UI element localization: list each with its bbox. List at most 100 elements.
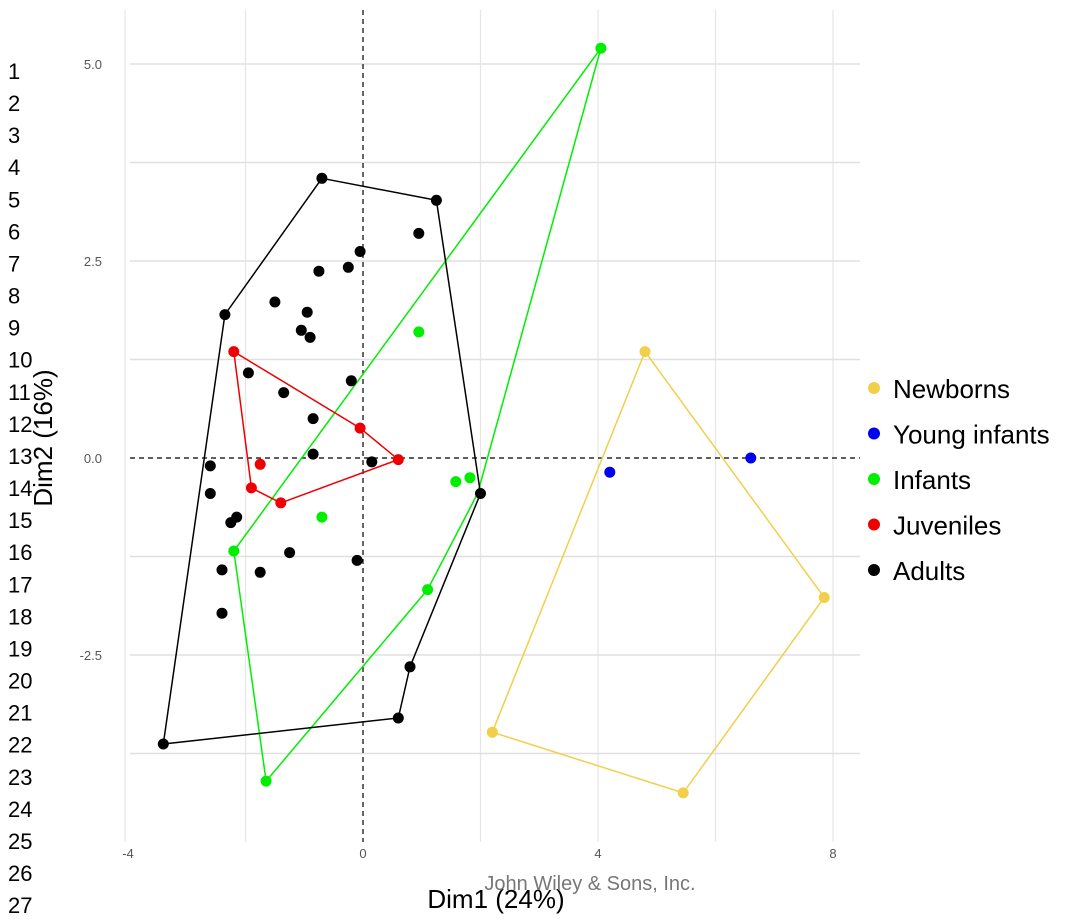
point-adults [284,547,296,559]
x-tick-label: -4 [122,846,134,861]
point-adults [301,306,313,318]
point-infants [316,511,328,523]
legend: Newborns Young infants Infants Juveniles Adu… [868,374,1050,586]
point-infants [464,472,476,484]
point-juveniles [275,497,287,509]
point-juveniles [354,422,366,434]
legend-label: Newborns [893,374,1010,404]
x-axis-title: Dim1 (24%) [427,884,564,914]
point-adults [392,712,404,724]
point-adults [366,456,378,468]
point-adults [157,738,169,750]
line-number: 15 [8,508,32,533]
line-number: 4 [8,155,20,180]
point-young-infants [604,466,616,478]
point-juveniles [392,454,404,466]
line-number: 8 [8,284,20,309]
line-number: 22 [8,733,32,758]
hull-infants [233,47,602,783]
line-number: 26 [8,861,32,886]
hull-adults [162,177,482,745]
line-number: 18 [8,604,32,629]
point-adults [475,488,486,499]
point-newborns [677,787,689,799]
point-infants [228,545,240,557]
hull-juveniles [232,350,400,504]
y-axis-title: Dim2 (16%) [28,369,58,506]
y-tick-label: 5.0 [84,57,102,72]
point-infants [260,775,272,787]
line-number: 24 [8,797,32,822]
line-number: 23 [8,765,32,790]
point-adults [219,309,231,321]
x-tick-label: 8 [829,846,836,861]
grid-lines [124,10,860,842]
x-tick-label: 0 [359,846,366,861]
legend-key-newborns [868,382,880,394]
line-number: 21 [8,701,32,726]
line-number: 3 [8,123,20,148]
point-adults [204,460,216,472]
point-adults [316,172,328,184]
point-adults [354,246,366,257]
y-tick-label: 0.0 [84,451,102,466]
point-adults [307,413,319,425]
tick-labels: -4 0 4 8 5.0 2.5 0.0 -2.5 [80,57,837,861]
x-tick-label: 4 [594,846,601,861]
point-newborns [818,592,830,603]
line-number: 6 [8,219,20,244]
point-adults [242,367,254,379]
line-number: 14 [8,476,32,501]
hull-newborns [491,350,826,794]
line-number: 11 [8,380,31,405]
line-number: 9 [8,316,20,341]
point-infants [450,476,462,488]
point-adults [216,564,228,576]
point-juveniles [254,458,266,470]
point-adults [307,448,319,460]
point-adults [313,265,325,277]
point-adults [345,375,357,387]
line-number: 5 [8,187,20,212]
point-adults [342,261,354,273]
line-number: 27 [8,893,32,918]
point-adults [204,488,216,499]
line-number: 25 [8,829,32,854]
point-infants [595,42,607,54]
line-number: 19 [8,636,32,661]
legend-label: Young infants [893,420,1050,450]
point-adults [278,387,290,399]
legend-label: Juveniles [893,511,1001,541]
point-adults [404,661,416,673]
line-number: 16 [8,540,32,565]
point-infants [413,326,425,338]
line-number: 13 [8,444,32,469]
point-adults [430,194,442,206]
point-adults [413,227,425,239]
point-adults [216,607,228,619]
y-tick-label: -2.5 [80,648,102,663]
y-tick-label: 2.5 [84,254,102,269]
legend-key-adults [868,564,880,576]
legend-label: Adults [893,556,965,586]
point-adults [304,331,316,343]
group-hulls [162,47,826,794]
line-number: 2 [8,91,20,116]
line-number: 1 [8,59,20,84]
line-numbers: 1234567891011121314151617181920212223242… [8,59,32,918]
point-juveniles [245,482,257,494]
point-adults [295,324,307,336]
legend-key-infants [868,473,880,485]
legend-key-juveniles [868,518,880,531]
data-points [157,42,830,799]
point-young-infants [745,452,757,464]
legend-label: Infants [893,465,971,495]
point-juveniles [228,346,240,358]
line-number: 12 [8,412,32,437]
point-infants [422,584,434,596]
line-number: 10 [8,348,32,373]
point-adults [351,554,363,566]
point-newborns [639,346,651,358]
line-number: 17 [8,572,32,597]
